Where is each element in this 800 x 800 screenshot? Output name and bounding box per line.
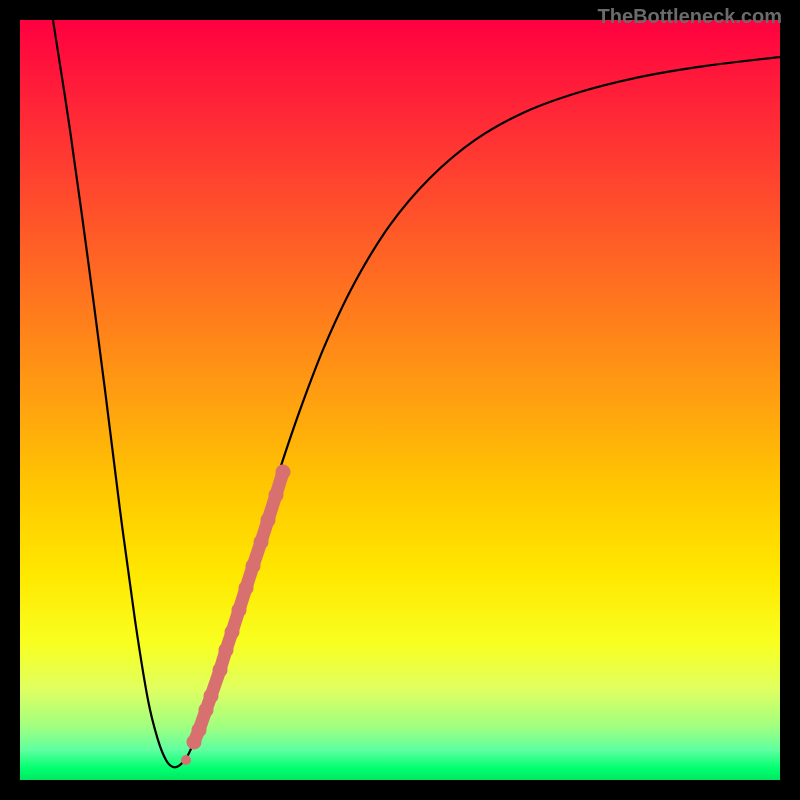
curve-overlay (20, 20, 780, 780)
watermark-text: TheBottleneck.com (598, 6, 782, 29)
bottleneck-curve (53, 20, 780, 767)
chart-container (20, 20, 780, 780)
